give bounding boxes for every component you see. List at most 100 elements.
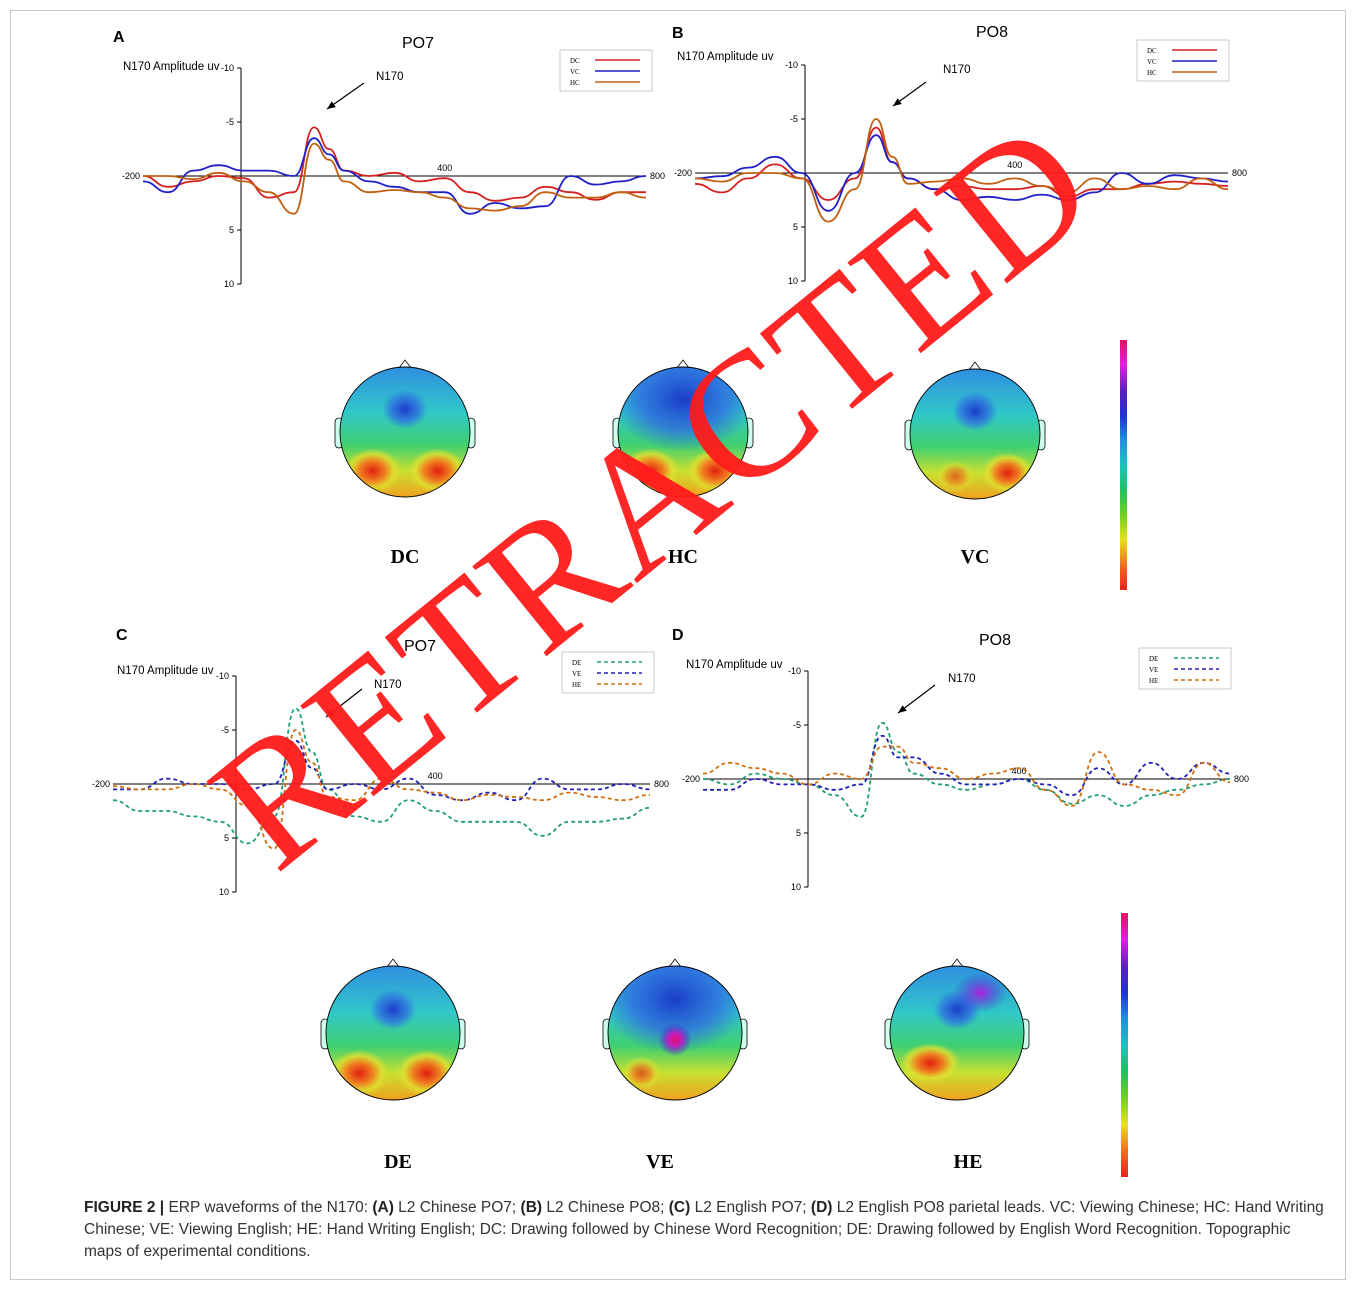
series-line-ve xyxy=(113,739,651,802)
y-tick-label: -10 xyxy=(216,671,229,681)
n170-annotation: N170 xyxy=(374,679,402,691)
topomap-label: VE xyxy=(646,1151,674,1173)
left-posterior-positive xyxy=(343,448,402,494)
panel-title: PO8 xyxy=(979,632,1011,649)
y-tick-label: 10 xyxy=(224,279,234,289)
legend-label: DC xyxy=(1147,47,1157,55)
series-line-ve xyxy=(703,734,1231,797)
left-posterior-positive xyxy=(621,1056,662,1090)
y-tick-label: 10 xyxy=(219,887,229,897)
head-outline xyxy=(325,965,461,1101)
series-line-hc xyxy=(694,118,1229,223)
legend-label: DE xyxy=(572,659,581,667)
frontal-negative xyxy=(382,389,428,429)
x-tick-label: -200 xyxy=(92,779,110,789)
right-posterior-positive xyxy=(408,448,467,494)
x-tick-label: 800 xyxy=(1234,774,1249,784)
x-tick-label: 400 xyxy=(428,771,443,781)
series-line-he xyxy=(112,729,651,850)
series-line-dc xyxy=(694,126,1229,201)
topomap-field xyxy=(326,966,460,1100)
y-tick-label: -10 xyxy=(221,63,234,73)
erp-panel-d: D PO8 N170 Amplitude uv -10 -5 5 10 -200 400 800 D… xyxy=(672,627,1249,892)
head-outline xyxy=(339,366,471,498)
caption-ref-d: (D) xyxy=(810,1199,833,1216)
n170-arrow-head xyxy=(893,98,902,106)
right-posterior-positive xyxy=(396,1049,457,1097)
series-line-hc xyxy=(142,142,647,215)
topomap-label: HC xyxy=(668,546,698,568)
erp-panel-b: B PO8 N170 Amplitude uv -10 -5 5 10 -200 400 800 D… xyxy=(672,24,1247,286)
caption-figure-label: FIGURE 2 | xyxy=(84,1199,165,1216)
frontal-negative xyxy=(952,391,998,431)
panel-title: PO7 xyxy=(404,638,436,655)
y-axis-label: N170 Amplitude uv xyxy=(123,61,220,73)
head-outline xyxy=(889,965,1025,1101)
frontal-purple xyxy=(953,972,1008,1013)
panel-title: PO8 xyxy=(976,24,1008,41)
x-tick-label: 800 xyxy=(654,779,669,789)
legend-label: HC xyxy=(1147,69,1157,77)
x-tick-label: -200 xyxy=(122,171,140,181)
panel-label: A xyxy=(113,29,125,46)
legend-label: VE xyxy=(572,670,581,678)
y-tick-label: 10 xyxy=(791,882,801,892)
x-tick-label: -200 xyxy=(674,168,692,178)
series-line-vc xyxy=(142,137,647,215)
topomap-label: HE xyxy=(954,1151,983,1173)
n170-annotation: N170 xyxy=(948,673,976,685)
colorbar-1 xyxy=(1120,340,1127,590)
topomap-dc: DC xyxy=(334,359,476,568)
erp-panel-a: A PO7 N170 Amplitude uv -10 -5 5 10 -200 400 800 D… xyxy=(113,29,665,289)
panel-title: PO7 xyxy=(402,35,434,52)
caption-text-4: L2 English PO7; xyxy=(690,1199,811,1216)
left-posterior-positive xyxy=(936,460,975,493)
n170-annotation: N170 xyxy=(376,71,404,83)
y-tick-label: 5 xyxy=(796,828,801,838)
topomap-hc: HC xyxy=(612,359,754,568)
series-line-he xyxy=(702,745,1231,807)
n170-arrow-head xyxy=(327,101,336,109)
series-line-de xyxy=(112,707,651,845)
right-posterior-positive xyxy=(981,452,1034,494)
caption-text-1: ERP waveforms of the N170: xyxy=(164,1199,373,1216)
nose xyxy=(668,958,682,968)
left-posterior-positive xyxy=(900,1043,961,1084)
y-tick-label: 5 xyxy=(229,225,234,235)
x-tick-label: 400 xyxy=(1007,160,1022,170)
head-outline xyxy=(617,366,749,498)
nose xyxy=(386,958,400,968)
x-tick-label: 800 xyxy=(650,171,665,181)
topomap-label: VC xyxy=(961,546,990,568)
topomap-ve: VE xyxy=(602,958,748,1173)
caption-ref-a: (A) xyxy=(372,1199,394,1216)
topomap-label: DE xyxy=(384,1151,412,1173)
n170-arrow-head xyxy=(326,709,335,717)
nose xyxy=(398,359,412,369)
legend-label: VC xyxy=(570,68,580,76)
y-tick-label: 5 xyxy=(793,222,798,232)
caption-text-5: L2 English PO8 parietal leads. VC: Viewi… xyxy=(84,1199,1324,1260)
y-tick-label: 5 xyxy=(224,833,229,843)
series-line-vc xyxy=(694,134,1229,212)
topomap-de: DE xyxy=(320,958,466,1173)
colorbar-2 xyxy=(1121,913,1128,1177)
nose xyxy=(968,361,982,371)
left-posterior-positive xyxy=(329,1049,390,1097)
legend-label: VE xyxy=(1149,666,1158,674)
topomap-label: DC xyxy=(391,546,420,568)
y-tick-label: 10 xyxy=(788,276,798,286)
figure-caption: FIGURE 2 | ERP waveforms of the N170: (A… xyxy=(84,1197,1324,1263)
panel-label: D xyxy=(672,627,684,644)
topomap-field xyxy=(618,367,748,497)
head-outline xyxy=(607,965,743,1101)
legend-label: HE xyxy=(1149,677,1158,685)
legend-label: HC xyxy=(570,79,580,87)
caption-text-2: L2 Chinese PO7; xyxy=(393,1199,521,1216)
figure-frame xyxy=(10,10,1346,1280)
topomap-field xyxy=(340,367,470,497)
nose xyxy=(676,359,690,369)
x-tick-label: 400 xyxy=(437,163,452,173)
y-tick-label: -5 xyxy=(793,720,801,730)
